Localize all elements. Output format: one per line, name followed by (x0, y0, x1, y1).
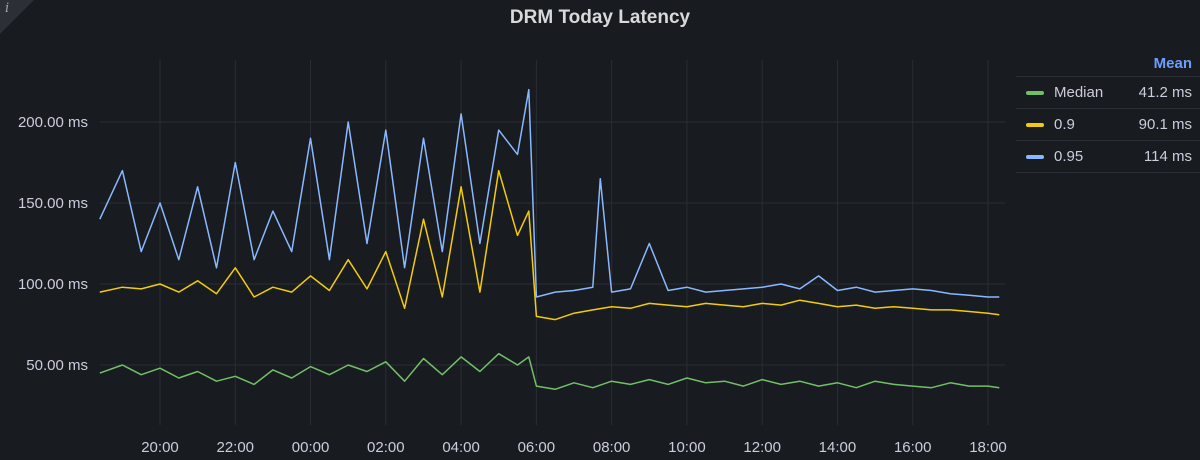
latency-chart[interactable]: 50.00 ms 100.00 ms 150.00 ms 200.00 ms 20:0… (0, 0, 1010, 460)
series-line-0-95 (99, 88, 1000, 298)
y-tick-label: 200.00 ms (18, 114, 88, 131)
legend-swatch-p90 (1026, 122, 1044, 127)
x-tick-label: 04:00 (442, 439, 480, 456)
legend-item-p95[interactable]: 0.95 114 ms (1016, 140, 1200, 173)
x-tick-label: 12:00 (743, 439, 781, 456)
legend: Mean Median 41.2 ms 0.9 90.1 ms 0.95 114… (1016, 52, 1200, 173)
series-line-median (99, 352, 1000, 391)
x-tick-label: 16:00 (894, 439, 932, 456)
series-line-0-9 (99, 169, 1000, 321)
x-tick-label: 20:00 (141, 439, 179, 456)
x-tick-label: 18:00 (969, 439, 1007, 456)
legend-label: 0.9 (1054, 116, 1075, 133)
panel-title: DRM Today Latency (509, 7, 691, 28)
x-tick-label: 22:00 (216, 439, 254, 456)
y-tick-label: 100.00 ms (18, 276, 88, 293)
info-corner[interactable] (0, 0, 34, 34)
legend-item-p90[interactable]: 0.9 90.1 ms (1016, 108, 1200, 140)
legend-mean-value: 114 ms (1143, 148, 1192, 165)
legend-mean-value: 41.2 ms (1138, 84, 1192, 101)
legend-item-median[interactable]: Median 41.2 ms (1016, 76, 1200, 108)
legend-swatch-p95 (1026, 154, 1044, 159)
x-axis-ticks: 20:00 22:00 00:00 02:00 04:00 06:00 08:00 10:00… (141, 439, 1007, 456)
x-tick-label: 10:00 (668, 439, 706, 456)
legend-label: 0.95 (1054, 148, 1084, 165)
y-axis-ticks: 50.00 ms 100.00 ms 150.00 ms 200.00 ms (18, 114, 88, 374)
chart-grid (100, 60, 1005, 425)
legend-mean-value: 90.1 ms (1138, 116, 1192, 133)
x-tick-label: 08:00 (593, 439, 631, 456)
x-tick-label: 02:00 (367, 439, 405, 456)
x-tick-label: 00:00 (292, 439, 330, 456)
y-tick-label: 150.00 ms (18, 195, 88, 212)
y-tick-label: 50.00 ms (26, 357, 88, 374)
chart-series (99, 88, 1000, 391)
legend-header-mean[interactable]: Mean (1153, 55, 1192, 72)
x-tick-label: 06:00 (518, 439, 556, 456)
info-icon[interactable]: i (5, 1, 10, 16)
x-tick-label: 14:00 (819, 439, 857, 456)
legend-swatch-median (1026, 90, 1044, 95)
legend-label: Median (1054, 84, 1104, 101)
